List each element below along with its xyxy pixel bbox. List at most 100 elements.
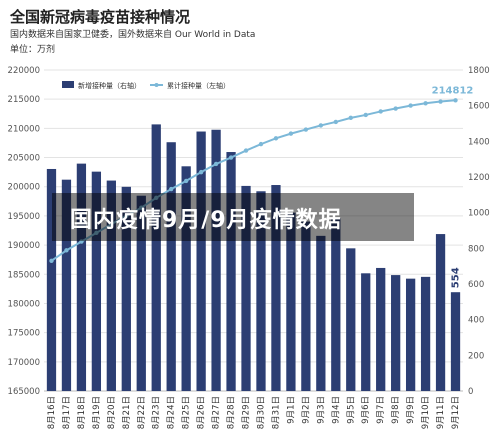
left-axis-tick-label: 215000	[8, 95, 40, 105]
overlay-text: 国内疫情9月/9月疫情数据	[70, 208, 342, 233]
bar	[405, 278, 416, 391]
x-axis-tick-label: 8月24日	[167, 396, 177, 429]
x-axis-tick-label: 8月22日	[137, 396, 147, 429]
line-point	[423, 101, 428, 106]
line-point	[333, 119, 339, 125]
line-point	[124, 213, 129, 219]
line-point	[154, 195, 159, 201]
left-axis-tick-label: 185000	[8, 270, 40, 280]
x-axis-tick-label: 8月23日	[152, 396, 162, 429]
x-axis-tick-label: 9月12日	[451, 396, 461, 429]
x-axis-tick-label: 8月20日	[107, 396, 117, 429]
line-point	[64, 248, 69, 253]
line-point	[183, 178, 189, 184]
right-axis-tick-label: 1200	[468, 173, 490, 183]
right-axis-tick-label: 0	[468, 387, 473, 397]
line-point	[453, 98, 458, 103]
bar	[121, 186, 131, 391]
data-labels: 214812 554	[432, 85, 474, 288]
x-axis-tick-label: 8月25日	[182, 396, 192, 429]
left-axis-tick-label: 170000	[8, 358, 40, 368]
line-point	[168, 186, 174, 192]
line-point	[288, 131, 294, 136]
bar	[91, 171, 102, 391]
x-axis-tick-label: 8月29日	[242, 396, 252, 429]
left-axis-tick-label: 200000	[8, 183, 40, 193]
bar	[181, 166, 191, 391]
unit-note: 单位：万剂	[10, 45, 56, 55]
line-point	[109, 221, 114, 227]
x-axis-tick-label: 8月27日	[212, 396, 222, 429]
line-point	[348, 115, 353, 121]
line-point	[94, 230, 99, 236]
bar	[271, 185, 281, 391]
bar	[61, 179, 72, 391]
right-axis-tick-label: 1000	[468, 209, 490, 219]
x-axis-tick-label: 9月4日	[331, 396, 341, 424]
x-axis-tick-label: 9月7日	[376, 396, 386, 424]
bar	[361, 273, 371, 391]
bar	[136, 195, 146, 391]
line-point	[363, 112, 368, 118]
bar	[301, 221, 311, 391]
x-axis-tick-label: 9月2日	[301, 396, 311, 424]
x-axis-tick-label: 9月8日	[391, 396, 401, 424]
bar	[76, 163, 87, 391]
legend-bar-label: 新增接种量（右轴）	[78, 81, 141, 90]
bar-series	[46, 124, 461, 392]
bar	[376, 267, 386, 391]
x-axis-tick-label: 9月6日	[361, 396, 371, 424]
x-axis-tick-label: 9月11日	[436, 396, 446, 429]
left-axis-labels: 165000 170000 175000 180000 185000 190000 1950…	[8, 66, 40, 397]
bar	[286, 212, 296, 391]
overlay-banner: 国内疫情9月/9月疫情数据	[52, 193, 414, 241]
bar	[450, 292, 461, 391]
bar	[391, 275, 401, 391]
x-axis-labels: 8月16日 8月17日 8月18日 8月19日 8月20日 8月21日 8月22日 8月23日…	[47, 396, 461, 429]
x-axis-tick-label: 9月5日	[346, 396, 356, 424]
left-axis-tick-label: 210000	[8, 124, 40, 134]
bar	[331, 218, 341, 391]
chart-title: 全国新冠病毒疫苗接种情况	[10, 8, 191, 26]
line-point	[408, 103, 413, 108]
last-bar-value-label: 554	[451, 267, 462, 288]
right-axis-tick-label: 1400	[468, 137, 490, 147]
line-point	[198, 169, 204, 175]
left-axis-tick-label: 180000	[8, 299, 40, 309]
x-axis-tick-label: 8月31日	[271, 396, 281, 429]
bar	[316, 235, 326, 391]
legend: 新增接种量（右轴） 累计接种量（左轴）	[62, 81, 230, 90]
line-point	[258, 141, 264, 147]
left-axis-tick-label: 220000	[8, 66, 40, 76]
x-axis-tick-label: 9月10日	[421, 396, 431, 429]
line-point	[79, 239, 84, 244]
left-axis-tick-label: 195000	[8, 212, 40, 222]
legend-line-marker	[154, 83, 159, 87]
line-point	[273, 136, 279, 141]
bar	[166, 142, 176, 391]
line-point	[228, 155, 234, 160]
x-axis-tick-label: 8月16日	[47, 396, 57, 429]
bar	[151, 124, 161, 392]
left-axis-tick-label: 175000	[8, 329, 40, 339]
bar	[420, 276, 431, 391]
line-point	[243, 148, 249, 153]
line-point	[213, 161, 219, 167]
bar	[211, 129, 221, 391]
line-path	[50, 99, 456, 262]
right-axis-tick-label: 600	[468, 280, 484, 290]
bar	[346, 248, 356, 391]
x-axis-tick-label: 8月18日	[77, 396, 87, 429]
left-axis-tick-label: 190000	[8, 241, 40, 251]
line-point	[438, 99, 443, 104]
right-axis-tick-label: 400	[468, 316, 484, 326]
x-axis-tick-label: 8月19日	[92, 396, 102, 429]
bar	[106, 180, 116, 391]
right-axis-tick-label: 200	[468, 351, 484, 361]
legend-bar-swatch	[62, 81, 74, 88]
line-point	[393, 106, 398, 111]
line-point	[139, 205, 144, 210]
x-axis-tick-label: 8月17日	[62, 396, 72, 429]
right-axis-tick-label: 1600	[468, 102, 490, 112]
